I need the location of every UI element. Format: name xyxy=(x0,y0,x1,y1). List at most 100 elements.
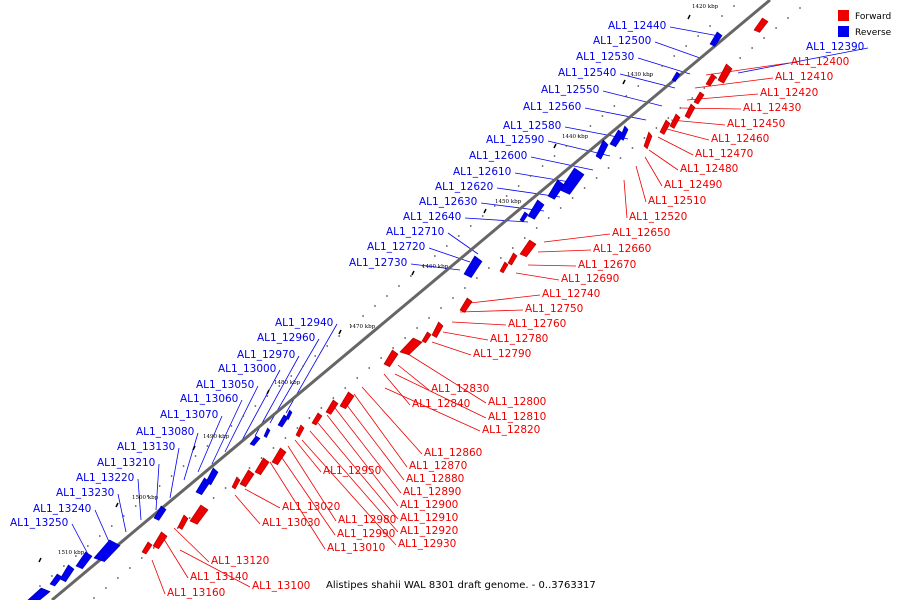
reverse-label-al1-12720[interactable]: AL1_12720 xyxy=(367,241,425,253)
forward-label-al1-12910[interactable]: AL1_12910 xyxy=(400,512,458,524)
forward-gene-arrow[interactable] xyxy=(141,541,153,555)
forward-label-al1-12780[interactable]: AL1_12780 xyxy=(490,333,548,345)
reverse-label-al1-12580[interactable]: AL1_12580 xyxy=(503,120,561,132)
forward-gene-arrow[interactable] xyxy=(643,131,653,150)
forward-gene-arrow[interactable] xyxy=(717,63,733,84)
reverse-gene-arrow[interactable] xyxy=(49,573,63,587)
reverse-gene-arrow[interactable] xyxy=(27,587,51,600)
forward-gene-arrow[interactable] xyxy=(753,17,769,33)
reverse-label-al1-12970[interactable]: AL1_12970 xyxy=(237,349,295,361)
forward-label-al1-12460[interactable]: AL1_12460 xyxy=(711,133,769,145)
forward-label-al1-12830[interactable]: AL1_12830 xyxy=(431,383,489,395)
forward-label-al1-12690[interactable]: AL1_12690 xyxy=(561,273,619,285)
reverse-gene-arrow[interactable] xyxy=(59,564,75,583)
reverse-label-al1-12600[interactable]: AL1_12600 xyxy=(469,150,527,162)
forward-label-al1-12750[interactable]: AL1_12750 xyxy=(525,303,583,315)
forward-gene-arrow[interactable] xyxy=(311,412,323,426)
forward-label-al1-12760[interactable]: AL1_12760 xyxy=(508,318,566,330)
forward-gene-arrow[interactable] xyxy=(693,91,705,105)
forward-label-al1-12790[interactable]: AL1_12790 xyxy=(473,348,531,360)
reverse-gene-arrow[interactable] xyxy=(619,125,629,141)
reverse-label-al1-12540[interactable]: AL1_12540 xyxy=(558,67,616,79)
reverse-label-al1-12640[interactable]: AL1_12640 xyxy=(403,211,461,223)
reverse-label-al1-13130[interactable]: AL1_13130 xyxy=(117,441,175,453)
reverse-label-al1-12630[interactable]: AL1_12630 xyxy=(419,196,477,208)
forward-gene-arrow[interactable] xyxy=(254,457,270,476)
forward-label-al1-12890[interactable]: AL1_12890 xyxy=(403,486,461,498)
forward-gene-arrow[interactable] xyxy=(705,73,717,87)
forward-gene-arrow[interactable] xyxy=(383,349,399,368)
forward-gene-arrow[interactable] xyxy=(399,337,423,356)
reverse-label-al1-13250[interactable]: AL1_13250 xyxy=(10,517,68,529)
reverse-gene-arrow[interactable] xyxy=(263,427,271,439)
forward-label-al1-13160[interactable]: AL1_13160 xyxy=(167,587,225,599)
forward-label-al1-12880[interactable]: AL1_12880 xyxy=(406,473,464,485)
reverse-gene-arrow[interactable] xyxy=(519,211,529,222)
forward-label-al1-12410[interactable]: AL1_12410 xyxy=(775,71,833,83)
forward-label-al1-12510[interactable]: AL1_12510 xyxy=(648,195,706,207)
reverse-gene-arrow[interactable] xyxy=(285,409,293,421)
reverse-label-al1-12530[interactable]: AL1_12530 xyxy=(576,51,634,63)
forward-gene-arrow[interactable] xyxy=(189,504,209,525)
reverse-label-al1-12940[interactable]: AL1_12940 xyxy=(275,317,333,329)
forward-gene-arrow[interactable] xyxy=(507,252,518,266)
reverse-gene-arrow[interactable] xyxy=(559,167,585,195)
reverse-label-al1-13000[interactable]: AL1_13000 xyxy=(218,363,276,375)
reverse-label-al1-12590[interactable]: AL1_12590 xyxy=(486,134,544,146)
forward-label-al1-12660[interactable]: AL1_12660 xyxy=(593,243,651,255)
forward-label-al1-12420[interactable]: AL1_12420 xyxy=(760,87,818,99)
reverse-gene-arrow[interactable] xyxy=(249,435,261,446)
forward-label-al1-12840[interactable]: AL1_12840 xyxy=(412,398,470,410)
reverse-label-al1-12730[interactable]: AL1_12730 xyxy=(349,257,407,269)
forward-gene-arrow[interactable] xyxy=(519,239,537,258)
forward-label-al1-12740[interactable]: AL1_12740 xyxy=(542,288,600,300)
reverse-label-al1-12620[interactable]: AL1_12620 xyxy=(435,181,493,193)
forward-label-al1-12490[interactable]: AL1_12490 xyxy=(664,179,722,191)
reverse-gene-arrow[interactable] xyxy=(75,551,93,570)
reverse-label-al1-12390[interactable]: AL1_12390 xyxy=(806,41,864,53)
forward-label-al1-12920[interactable]: AL1_12920 xyxy=(400,525,458,537)
forward-gene-arrow[interactable] xyxy=(339,391,355,410)
forward-gene-arrow[interactable] xyxy=(325,399,339,415)
reverse-label-al1-12560[interactable]: AL1_12560 xyxy=(523,101,581,113)
forward-gene-arrow[interactable] xyxy=(295,424,305,438)
forward-gene-arrow[interactable] xyxy=(459,297,473,313)
forward-label-al1-13100[interactable]: AL1_13100 xyxy=(252,580,310,592)
forward-label-al1-13020[interactable]: AL1_13020 xyxy=(282,501,340,513)
forward-gene-arrow[interactable] xyxy=(659,119,671,135)
reverse-label-al1-12440[interactable]: AL1_12440 xyxy=(608,20,666,32)
forward-label-al1-12650[interactable]: AL1_12650 xyxy=(612,227,670,239)
reverse-label-al1-12550[interactable]: AL1_12550 xyxy=(541,84,599,96)
reverse-label-al1-12610[interactable]: AL1_12610 xyxy=(453,166,511,178)
forward-gene-arrow[interactable] xyxy=(431,321,444,339)
forward-gene-arrow[interactable] xyxy=(421,331,432,344)
forward-label-al1-13010[interactable]: AL1_13010 xyxy=(327,542,385,554)
forward-label-al1-12900[interactable]: AL1_12900 xyxy=(400,499,458,511)
reverse-gene-arrow[interactable] xyxy=(595,139,609,160)
reverse-gene-arrow[interactable] xyxy=(153,505,167,521)
reverse-label-al1-12500[interactable]: AL1_12500 xyxy=(593,35,651,47)
reverse-label-al1-12710[interactable]: AL1_12710 xyxy=(386,226,444,238)
forward-label-al1-13140[interactable]: AL1_13140 xyxy=(190,571,248,583)
forward-gene-arrow[interactable] xyxy=(271,447,287,466)
reverse-label-al1-13080[interactable]: AL1_13080 xyxy=(136,426,194,438)
forward-label-al1-12950[interactable]: AL1_12950 xyxy=(323,465,381,477)
forward-label-al1-12810[interactable]: AL1_12810 xyxy=(488,411,546,423)
forward-label-al1-12430[interactable]: AL1_12430 xyxy=(743,102,801,114)
forward-label-al1-12870[interactable]: AL1_12870 xyxy=(409,460,467,472)
forward-label-al1-12450[interactable]: AL1_12450 xyxy=(727,118,785,130)
forward-label-al1-12400[interactable]: AL1_12400 xyxy=(791,56,849,68)
forward-label-al1-12980[interactable]: AL1_12980 xyxy=(338,514,396,526)
reverse-gene-arrow[interactable] xyxy=(671,71,681,82)
forward-gene-arrow[interactable] xyxy=(684,103,696,119)
reverse-label-al1-13210[interactable]: AL1_13210 xyxy=(97,457,155,469)
forward-label-al1-12800[interactable]: AL1_12800 xyxy=(488,396,546,408)
reverse-gene-arrow[interactable] xyxy=(709,31,723,47)
reverse-gene-arrow[interactable] xyxy=(195,477,211,496)
reverse-label-al1-12960[interactable]: AL1_12960 xyxy=(257,332,315,344)
forward-label-al1-12480[interactable]: AL1_12480 xyxy=(680,163,738,175)
reverse-label-al1-13240[interactable]: AL1_13240 xyxy=(33,503,91,515)
forward-label-al1-12990[interactable]: AL1_12990 xyxy=(337,528,395,540)
reverse-label-al1-13060[interactable]: AL1_13060 xyxy=(180,393,238,405)
forward-gene-arrow[interactable] xyxy=(177,514,189,530)
